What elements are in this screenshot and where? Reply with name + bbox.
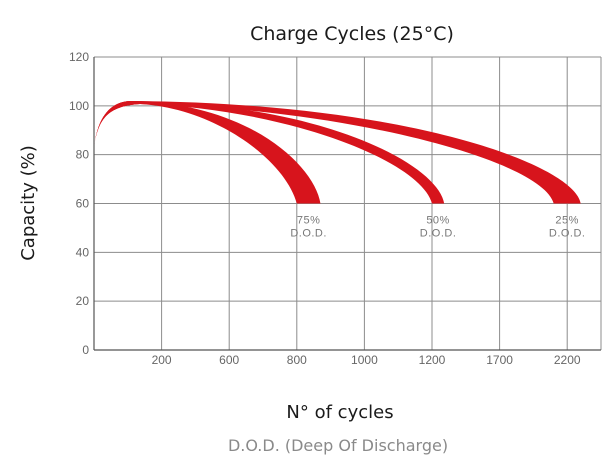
capacity-band bbox=[94, 100, 445, 204]
x-tick-label: 800 bbox=[287, 353, 307, 367]
dod-annotations: 75%D.O.D.50%D.O.D.25%D.O.D. bbox=[290, 215, 585, 240]
x-tick-label: 1700 bbox=[486, 353, 513, 367]
y-axis-label: Capacity (%) bbox=[18, 145, 39, 261]
chart-subtitle: D.O.D. (Deep Of Discharge) bbox=[228, 436, 448, 455]
axes bbox=[93, 57, 601, 351]
x-tick-label: 200 bbox=[152, 353, 172, 367]
y-tick-label: 0 bbox=[82, 343, 89, 357]
dod-label-text: D.O.D. bbox=[290, 228, 327, 240]
x-axis-label: N° of cycles bbox=[286, 402, 393, 423]
dod-label-percent: 50% bbox=[426, 215, 450, 227]
x-tick-label: 1200 bbox=[419, 353, 446, 367]
dod-label-percent: 75% bbox=[297, 215, 321, 227]
y-tick-label: 100 bbox=[69, 99, 89, 113]
capacity-bands bbox=[94, 100, 581, 204]
y-tick-label: 80 bbox=[76, 148, 90, 162]
dod-label-text: D.O.D. bbox=[420, 228, 457, 240]
dod-label-text: D.O.D. bbox=[549, 228, 586, 240]
dod-label-percent: 25% bbox=[555, 215, 579, 227]
x-tick-label: 1000 bbox=[351, 353, 378, 367]
capacity-band bbox=[94, 100, 321, 204]
capacity-band bbox=[94, 100, 581, 204]
x-tick-label: 600 bbox=[219, 353, 239, 367]
chart-title: Charge Cycles (25°C) bbox=[250, 23, 454, 45]
tick-labels: 0 20 40 60 80 100 120 200 600 800 1000 1200 1700 2200 bbox=[69, 50, 581, 367]
grid bbox=[94, 56, 602, 350]
y-tick-label: 20 bbox=[76, 294, 90, 308]
y-tick-label: 120 bbox=[69, 50, 89, 64]
y-tick-label: 40 bbox=[76, 245, 90, 259]
y-tick-label: 60 bbox=[76, 197, 90, 211]
x-tick-label: 2200 bbox=[554, 353, 581, 367]
